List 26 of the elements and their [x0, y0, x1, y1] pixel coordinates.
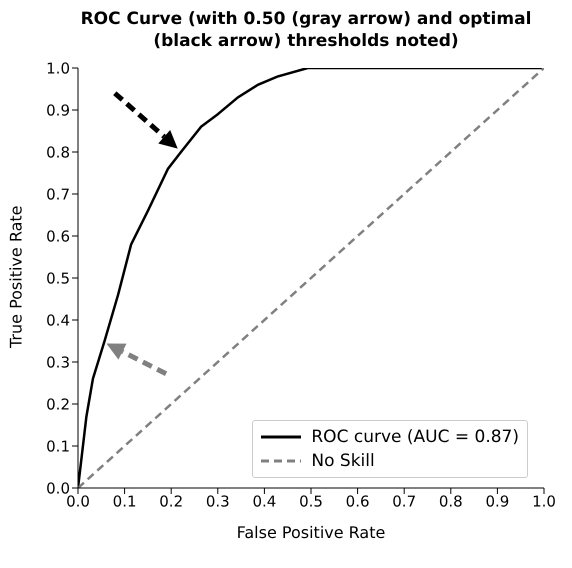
y-tick-label: 0.8	[46, 143, 70, 162]
x-tick-label: 0.7	[392, 492, 416, 511]
chart-title: ROC Curve (with 0.50 (gray arrow) and optimal (black arrow) thresholds noted)	[80, 8, 532, 53]
x-tick-label: 0.5	[299, 492, 323, 511]
x-tick-label: 0.4	[252, 492, 276, 511]
y-tick-label: 0.3	[46, 353, 70, 372]
x-tick-label: 0.3	[206, 492, 230, 511]
y-tick-label: 0.6	[46, 227, 70, 246]
y-tick-label: 0.1	[46, 437, 70, 456]
x-tick-label: 1.0	[532, 492, 556, 511]
y-tick-label: 0.5	[46, 269, 70, 288]
x-axis-title: False Positive Rate	[236, 523, 386, 542]
x-tick-label: 0.1	[112, 492, 137, 511]
x-tick-label: 0.8	[438, 492, 463, 511]
y-tick-label: 0.2	[46, 395, 70, 414]
y-tick-label: 1.0	[46, 59, 70, 78]
x-tick-label: 0.0	[66, 492, 90, 511]
y-tick-label: 0.7	[46, 185, 70, 204]
y-axis-title: True Positive Rate	[6, 205, 26, 349]
x-tick-label: 0.2	[159, 492, 184, 511]
legend-label: No Skill	[311, 451, 375, 471]
y-tick-label: 0.4	[46, 311, 70, 330]
legend-label: ROC curve (AUC = 0.87)	[311, 427, 519, 447]
y-tick-label: 0.9	[46, 101, 70, 120]
x-tick-label: 0.9	[485, 492, 510, 511]
x-tick-label: 0.6	[346, 492, 370, 511]
